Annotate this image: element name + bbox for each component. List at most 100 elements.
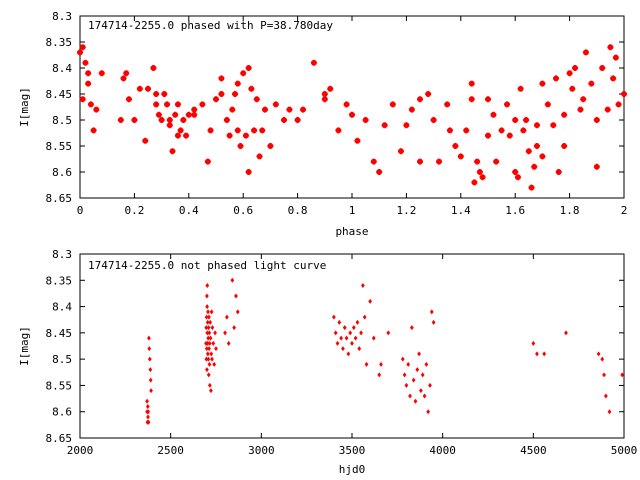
data-point <box>620 372 625 378</box>
y-tick-label: 8.45 <box>46 327 73 340</box>
data-point <box>457 153 464 160</box>
data-point <box>123 70 130 77</box>
data-point <box>485 132 491 139</box>
data-point <box>153 91 160 97</box>
data-point <box>172 111 179 118</box>
data-point <box>174 101 181 108</box>
y-tick-label: 8.65 <box>46 192 73 205</box>
data-point <box>431 319 436 325</box>
data-point <box>237 143 244 149</box>
data-point <box>206 356 211 362</box>
data-point <box>381 122 388 129</box>
data-point <box>493 158 500 165</box>
unphased-light-curve-panel: 174714-2255.0 not phased light curve hjd… <box>18 248 637 476</box>
data-point <box>561 143 568 149</box>
data-point <box>204 158 211 165</box>
data-point <box>420 372 425 378</box>
x-tick-label: 0 <box>77 204 84 217</box>
data-point <box>253 96 260 103</box>
data-point <box>520 127 527 134</box>
data-point <box>206 309 210 315</box>
data-point <box>417 351 421 357</box>
data-point <box>417 158 423 165</box>
data-point <box>223 117 230 123</box>
data-point <box>205 304 209 310</box>
y-tick-label: 8.4 <box>52 62 72 75</box>
data-point <box>142 137 149 144</box>
data-point <box>153 101 160 108</box>
x-tick-label: 1.2 <box>396 204 416 217</box>
data-point <box>600 356 605 362</box>
data-point <box>403 122 410 129</box>
data-point <box>310 59 317 66</box>
data-point <box>148 377 153 383</box>
data-point <box>533 122 540 129</box>
data-point <box>208 335 213 341</box>
y-axis-label: I[mag] <box>18 326 31 366</box>
data-point <box>512 117 519 123</box>
data-point <box>593 163 600 170</box>
plot-frame <box>79 15 625 199</box>
data-point <box>430 117 437 123</box>
data-point <box>120 75 127 82</box>
data-point <box>479 174 486 181</box>
data-point <box>205 351 210 357</box>
data-point <box>555 169 562 175</box>
data-point <box>371 335 376 341</box>
data-point <box>400 356 405 362</box>
x-tick-label: 1.4 <box>451 204 471 217</box>
data-point <box>413 398 418 404</box>
data-point <box>566 70 573 77</box>
data-point <box>147 356 152 362</box>
data-point <box>337 319 342 325</box>
data-point <box>580 96 587 103</box>
data-point <box>161 91 168 97</box>
data-point <box>471 179 478 186</box>
data-point <box>422 393 427 399</box>
data-point <box>615 101 622 108</box>
x-axis-label: hjd0 <box>339 463 366 476</box>
y-tick-label: 8.6 <box>52 406 72 419</box>
data-point <box>205 319 210 325</box>
data-point <box>490 111 497 118</box>
data-point <box>147 335 151 341</box>
data-point <box>261 106 268 113</box>
data-point <box>207 127 214 134</box>
x-tick-label: 2 <box>621 204 628 217</box>
data-point <box>544 101 551 108</box>
data-point <box>209 388 213 394</box>
data-point <box>205 293 209 299</box>
data-point <box>353 335 358 341</box>
data-point <box>146 414 150 420</box>
data-point <box>463 127 470 134</box>
data-point <box>564 330 568 336</box>
data-point <box>370 158 377 165</box>
data-point <box>98 70 105 77</box>
data-point <box>205 367 209 373</box>
data-point <box>207 330 212 336</box>
axis-ticks: 2000 2500 3000 3500 4000 4500 5000 8.3 8.35 8.4 8.… <box>46 248 638 457</box>
data-point <box>362 117 369 123</box>
data-point <box>377 372 382 378</box>
data-point <box>610 75 617 82</box>
y-tick-label: 8.55 <box>46 140 73 153</box>
data-point <box>205 283 210 289</box>
data-point <box>602 372 606 378</box>
data-point <box>148 367 153 373</box>
data-point <box>93 106 100 113</box>
y-tick-label: 8.3 <box>52 10 72 23</box>
data-point <box>164 101 171 108</box>
data-point <box>408 106 415 113</box>
data-point <box>389 101 396 108</box>
data-point <box>446 127 453 134</box>
data-point <box>212 361 217 367</box>
data-point <box>82 59 89 66</box>
data-point <box>191 106 198 113</box>
data-point <box>248 85 255 92</box>
data-point <box>428 382 432 388</box>
data-point <box>504 101 511 108</box>
data-point <box>607 44 614 51</box>
data-point <box>542 351 547 357</box>
data-point <box>468 80 475 87</box>
data-point <box>419 388 423 394</box>
